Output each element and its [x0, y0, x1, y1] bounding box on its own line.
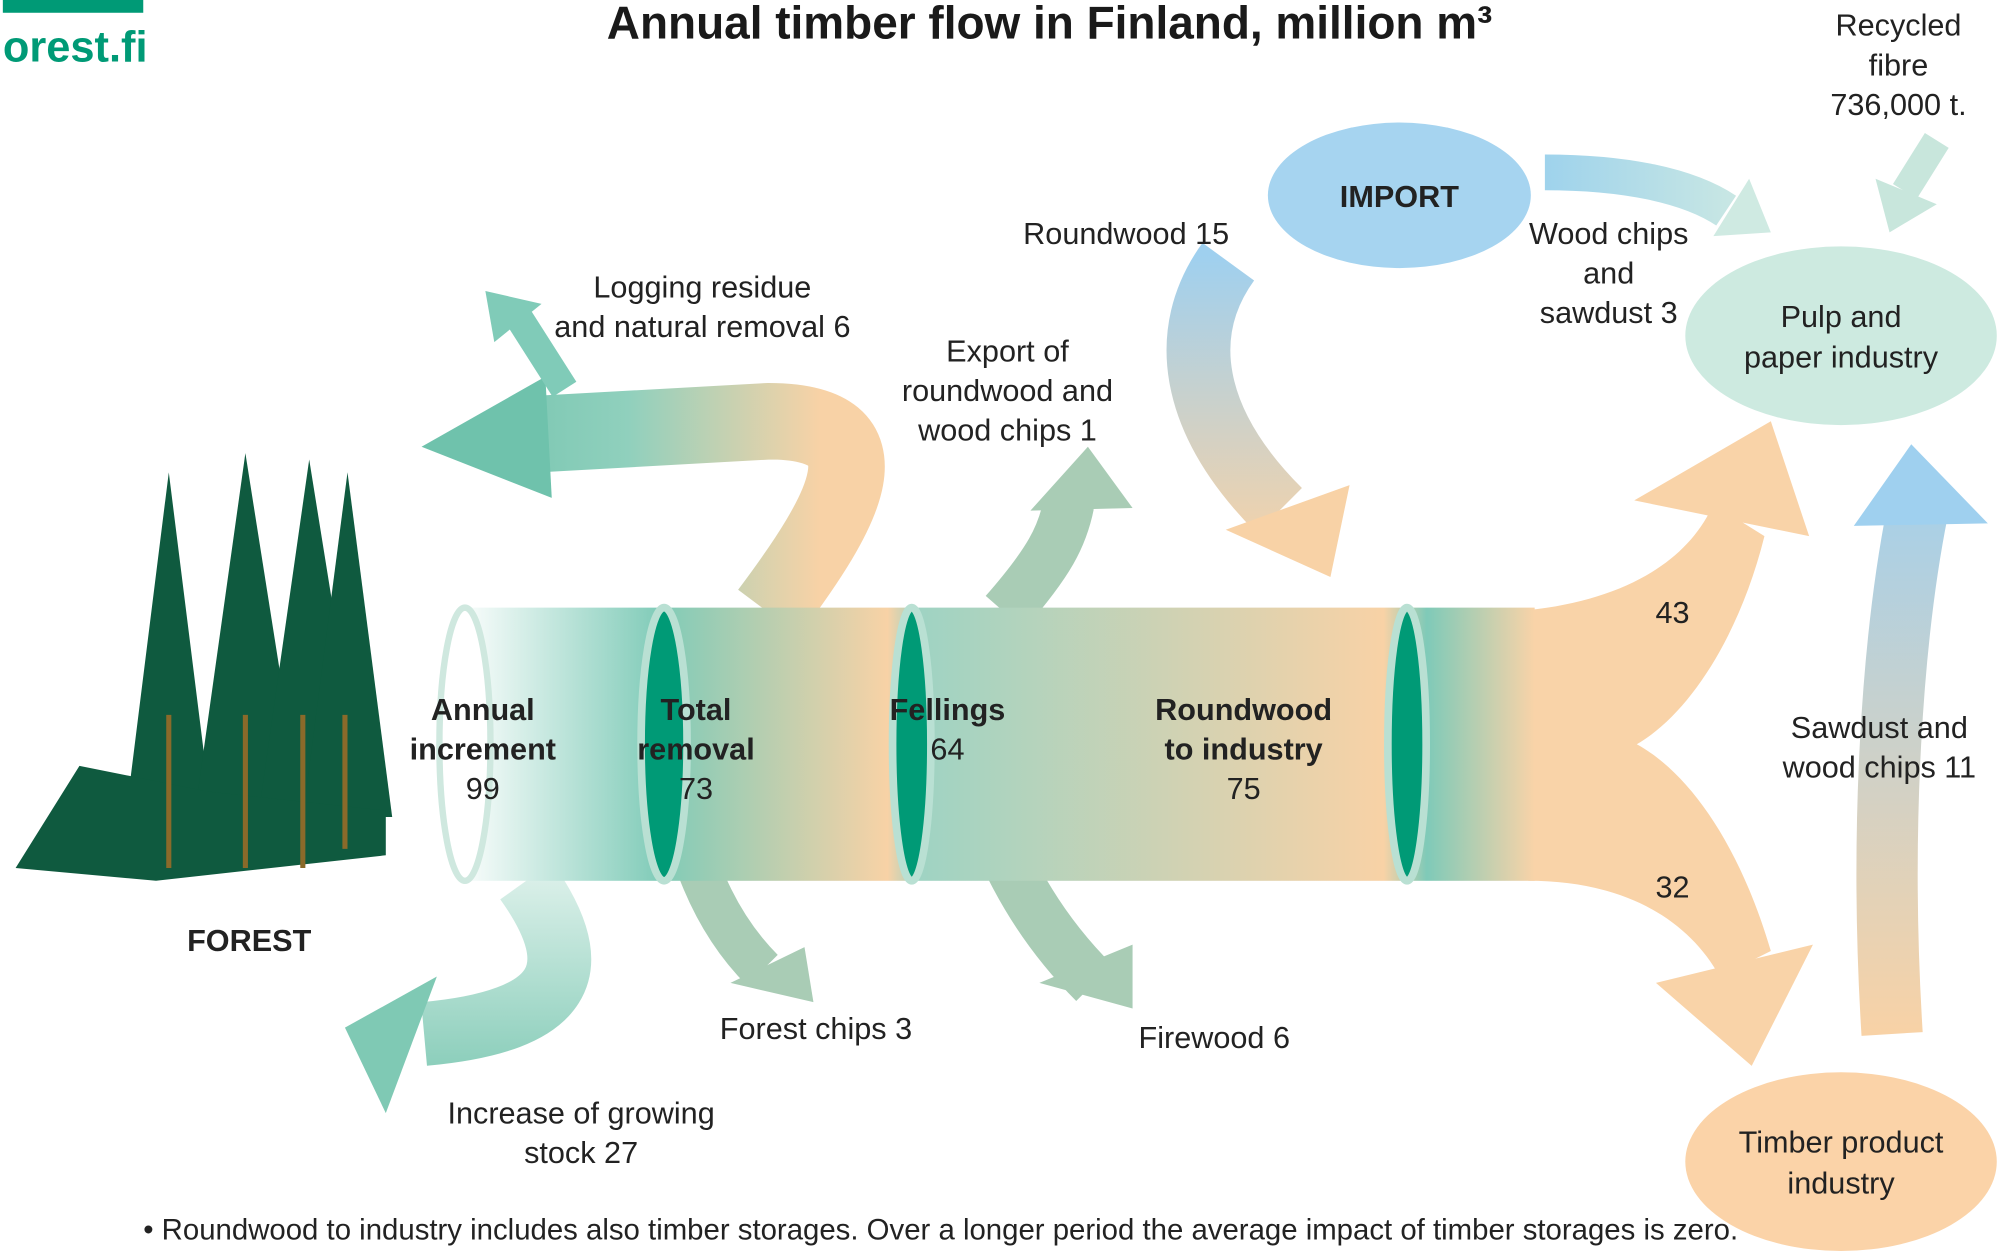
stage-name: Total	[661, 693, 732, 727]
node-label: paper industry	[1744, 341, 1939, 375]
flow-label: fibre	[1869, 48, 1929, 82]
arrowhead	[1713, 178, 1771, 237]
flow-label: Increase of growing	[447, 1096, 714, 1130]
arrowhead	[344, 976, 437, 1114]
arrowhead	[1039, 944, 1133, 1009]
arrowhead	[1225, 485, 1350, 577]
stage-value: 99	[466, 772, 500, 806]
forest-trees	[15, 453, 393, 881]
flow-label: and	[1583, 256, 1634, 290]
stage-name: Fellings	[890, 693, 1006, 727]
export-arrow	[985, 498, 1094, 630]
arrowhead	[485, 291, 542, 343]
stage-ring	[637, 603, 691, 885]
arrowhead	[1634, 421, 1810, 537]
flow-label: Sawdust and	[1791, 711, 1968, 745]
stage-name: removal	[637, 733, 754, 767]
arrowhead	[730, 947, 814, 1003]
footnote: • Roundwood to industry includes also ti…	[143, 1214, 1738, 1247]
flow-label: stock 27	[524, 1136, 638, 1170]
flow-label: Wood chips	[1529, 217, 1688, 251]
main-flow	[462, 607, 1535, 881]
import-node	[1267, 122, 1531, 269]
forest-chips-arrow	[678, 860, 778, 986]
flow-label: Export of	[946, 334, 1069, 368]
arrowhead	[1655, 944, 1813, 1066]
flow-labels: Logging residue and natural removal 6 Ex…	[447, 9, 1976, 1170]
node-label: FOREST	[187, 924, 311, 958]
stage-ring	[436, 604, 494, 884]
arrowhead	[1853, 444, 1988, 526]
flow-label: and natural removal 6	[554, 310, 850, 344]
stage-value: 73	[679, 772, 713, 806]
logo-bar	[2, 0, 144, 13]
stage-value: 75	[1227, 772, 1261, 806]
node-label: Timber product	[1739, 1126, 1944, 1160]
flow-label: Roundwood 15	[1023, 217, 1229, 251]
industry-fork	[1528, 504, 1771, 977]
pulp-node	[1685, 246, 1997, 426]
flow-label: Recycled	[1836, 9, 1962, 43]
node-label: IMPORT	[1340, 180, 1459, 214]
flow-label: Forest chips 3	[720, 1012, 912, 1046]
stage-labels: Annual increment 99 Total removal 73 Fel…	[410, 693, 1332, 806]
flow-label: 736,000 t.	[1830, 88, 1966, 122]
roundwood-import-arrow	[1166, 242, 1303, 534]
flow-label: Logging residue	[593, 270, 811, 304]
flow-label: roundwood and	[902, 374, 1113, 408]
increase-arrow	[420, 862, 592, 1066]
stage-ring	[1384, 603, 1430, 885]
tree-trunks	[166, 714, 348, 869]
arrowhead	[421, 376, 552, 498]
node-label: industry	[1787, 1167, 1895, 1201]
logo: orest.fi	[3, 23, 148, 71]
arrowhead	[1875, 178, 1937, 233]
flow-label: Firewood 6	[1139, 1021, 1290, 1055]
sawdust-arrow	[1856, 504, 1948, 1036]
stage-value: 64	[930, 733, 964, 767]
stage-name: to industry	[1165, 733, 1323, 767]
flow-value: 43	[1656, 596, 1690, 630]
stage-name: Annual	[431, 693, 535, 727]
chips-import-arrow	[1544, 154, 1737, 226]
flow-label: sawdust 3	[1540, 296, 1678, 330]
stage-name: increment	[410, 733, 556, 767]
title: Annual timber flow in Finland, million m…	[607, 0, 1493, 48]
flow-value: 32	[1656, 870, 1690, 904]
flow-arrows	[344, 132, 1988, 1114]
arrowhead	[1030, 446, 1133, 511]
logging-branch	[507, 311, 577, 397]
stage-name: Roundwood	[1155, 693, 1332, 727]
node-label: Pulp and	[1781, 300, 1902, 334]
flow-label: wood chips 1	[917, 413, 1097, 447]
stage-ring	[888, 603, 935, 885]
recycled-arrow	[1892, 132, 1949, 199]
flow-label: wood chips 11	[1782, 750, 1977, 784]
timber-node	[1685, 1072, 1997, 1251]
logging-arrow	[536, 382, 885, 636]
